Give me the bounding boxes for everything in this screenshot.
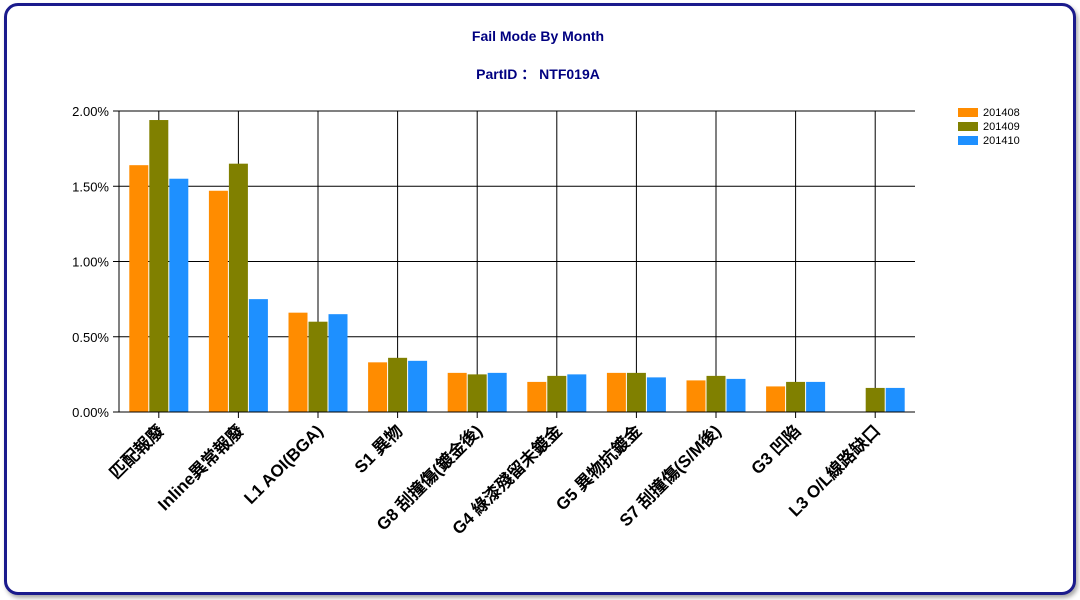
bar-201410-2 <box>328 314 348 412</box>
bar-201409-7 <box>706 375 726 412</box>
legend-swatch <box>958 108 978 117</box>
bar-201408-5 <box>527 381 547 412</box>
bar-201408-1 <box>208 190 228 412</box>
y-tick-label: 1.00% <box>72 255 109 270</box>
legend: 201408 201409 201410 <box>958 107 1020 147</box>
bar-201408-7 <box>686 380 706 412</box>
bar-201408-0 <box>129 165 149 412</box>
chart-subtitle: PartID ： NTF019A <box>476 66 600 82</box>
bar-201410-9 <box>885 387 905 412</box>
bar-201410-5 <box>567 374 587 412</box>
y-tick-label: 2.00% <box>72 104 109 119</box>
legend-swatch <box>958 122 978 131</box>
bar-201409-1 <box>228 163 248 412</box>
x-tick-label: L1 AOI(BGA) <box>240 421 326 507</box>
legend-label: 201408 <box>983 107 1020 119</box>
bar-201408-6 <box>606 372 626 412</box>
bar-201410-4 <box>487 372 507 412</box>
bar-201410-6 <box>646 377 666 412</box>
bar-201409-4 <box>467 374 487 412</box>
bar-201408-2 <box>288 312 308 412</box>
bar-201410-3 <box>408 360 428 412</box>
x-tick-label: 匹配報廢 <box>105 420 168 483</box>
bar-201409-5 <box>547 375 567 412</box>
chart-title: Fail Mode By Month <box>472 28 604 44</box>
bar-201410-0 <box>169 178 189 412</box>
bar-201409-9 <box>865 387 885 412</box>
bar-201409-2 <box>308 321 328 412</box>
x-tick-label: Inline異常報廢 <box>154 420 248 514</box>
legend-label: 201410 <box>983 135 1020 147</box>
bar-201409-3 <box>388 357 408 412</box>
bar-201409-6 <box>626 372 646 412</box>
x-tick-label: S1 異物 <box>350 421 406 477</box>
legend-label: 201409 <box>983 121 1020 133</box>
bars <box>129 120 905 412</box>
bar-201408-8 <box>766 386 786 412</box>
bar-201409-0 <box>149 120 169 412</box>
y-tick-label: 0.50% <box>72 330 109 345</box>
bar-201410-7 <box>726 378 746 412</box>
y-tick-label: 0.00% <box>72 405 109 420</box>
bar-201408-3 <box>368 362 388 412</box>
bar-201408-4 <box>447 372 467 412</box>
bar-201409-8 <box>786 381 806 412</box>
legend-swatch <box>958 136 978 145</box>
bar-201410-8 <box>806 381 826 412</box>
y-tick-label: 1.50% <box>72 179 109 194</box>
bar-201410-1 <box>248 299 268 412</box>
axes: 0.00% 0.50% 1.00% 1.50% 2.00% 匹配報廢Inline異常報廢L… <box>72 104 915 538</box>
x-tick-label: G3 凹陷 <box>747 421 805 479</box>
